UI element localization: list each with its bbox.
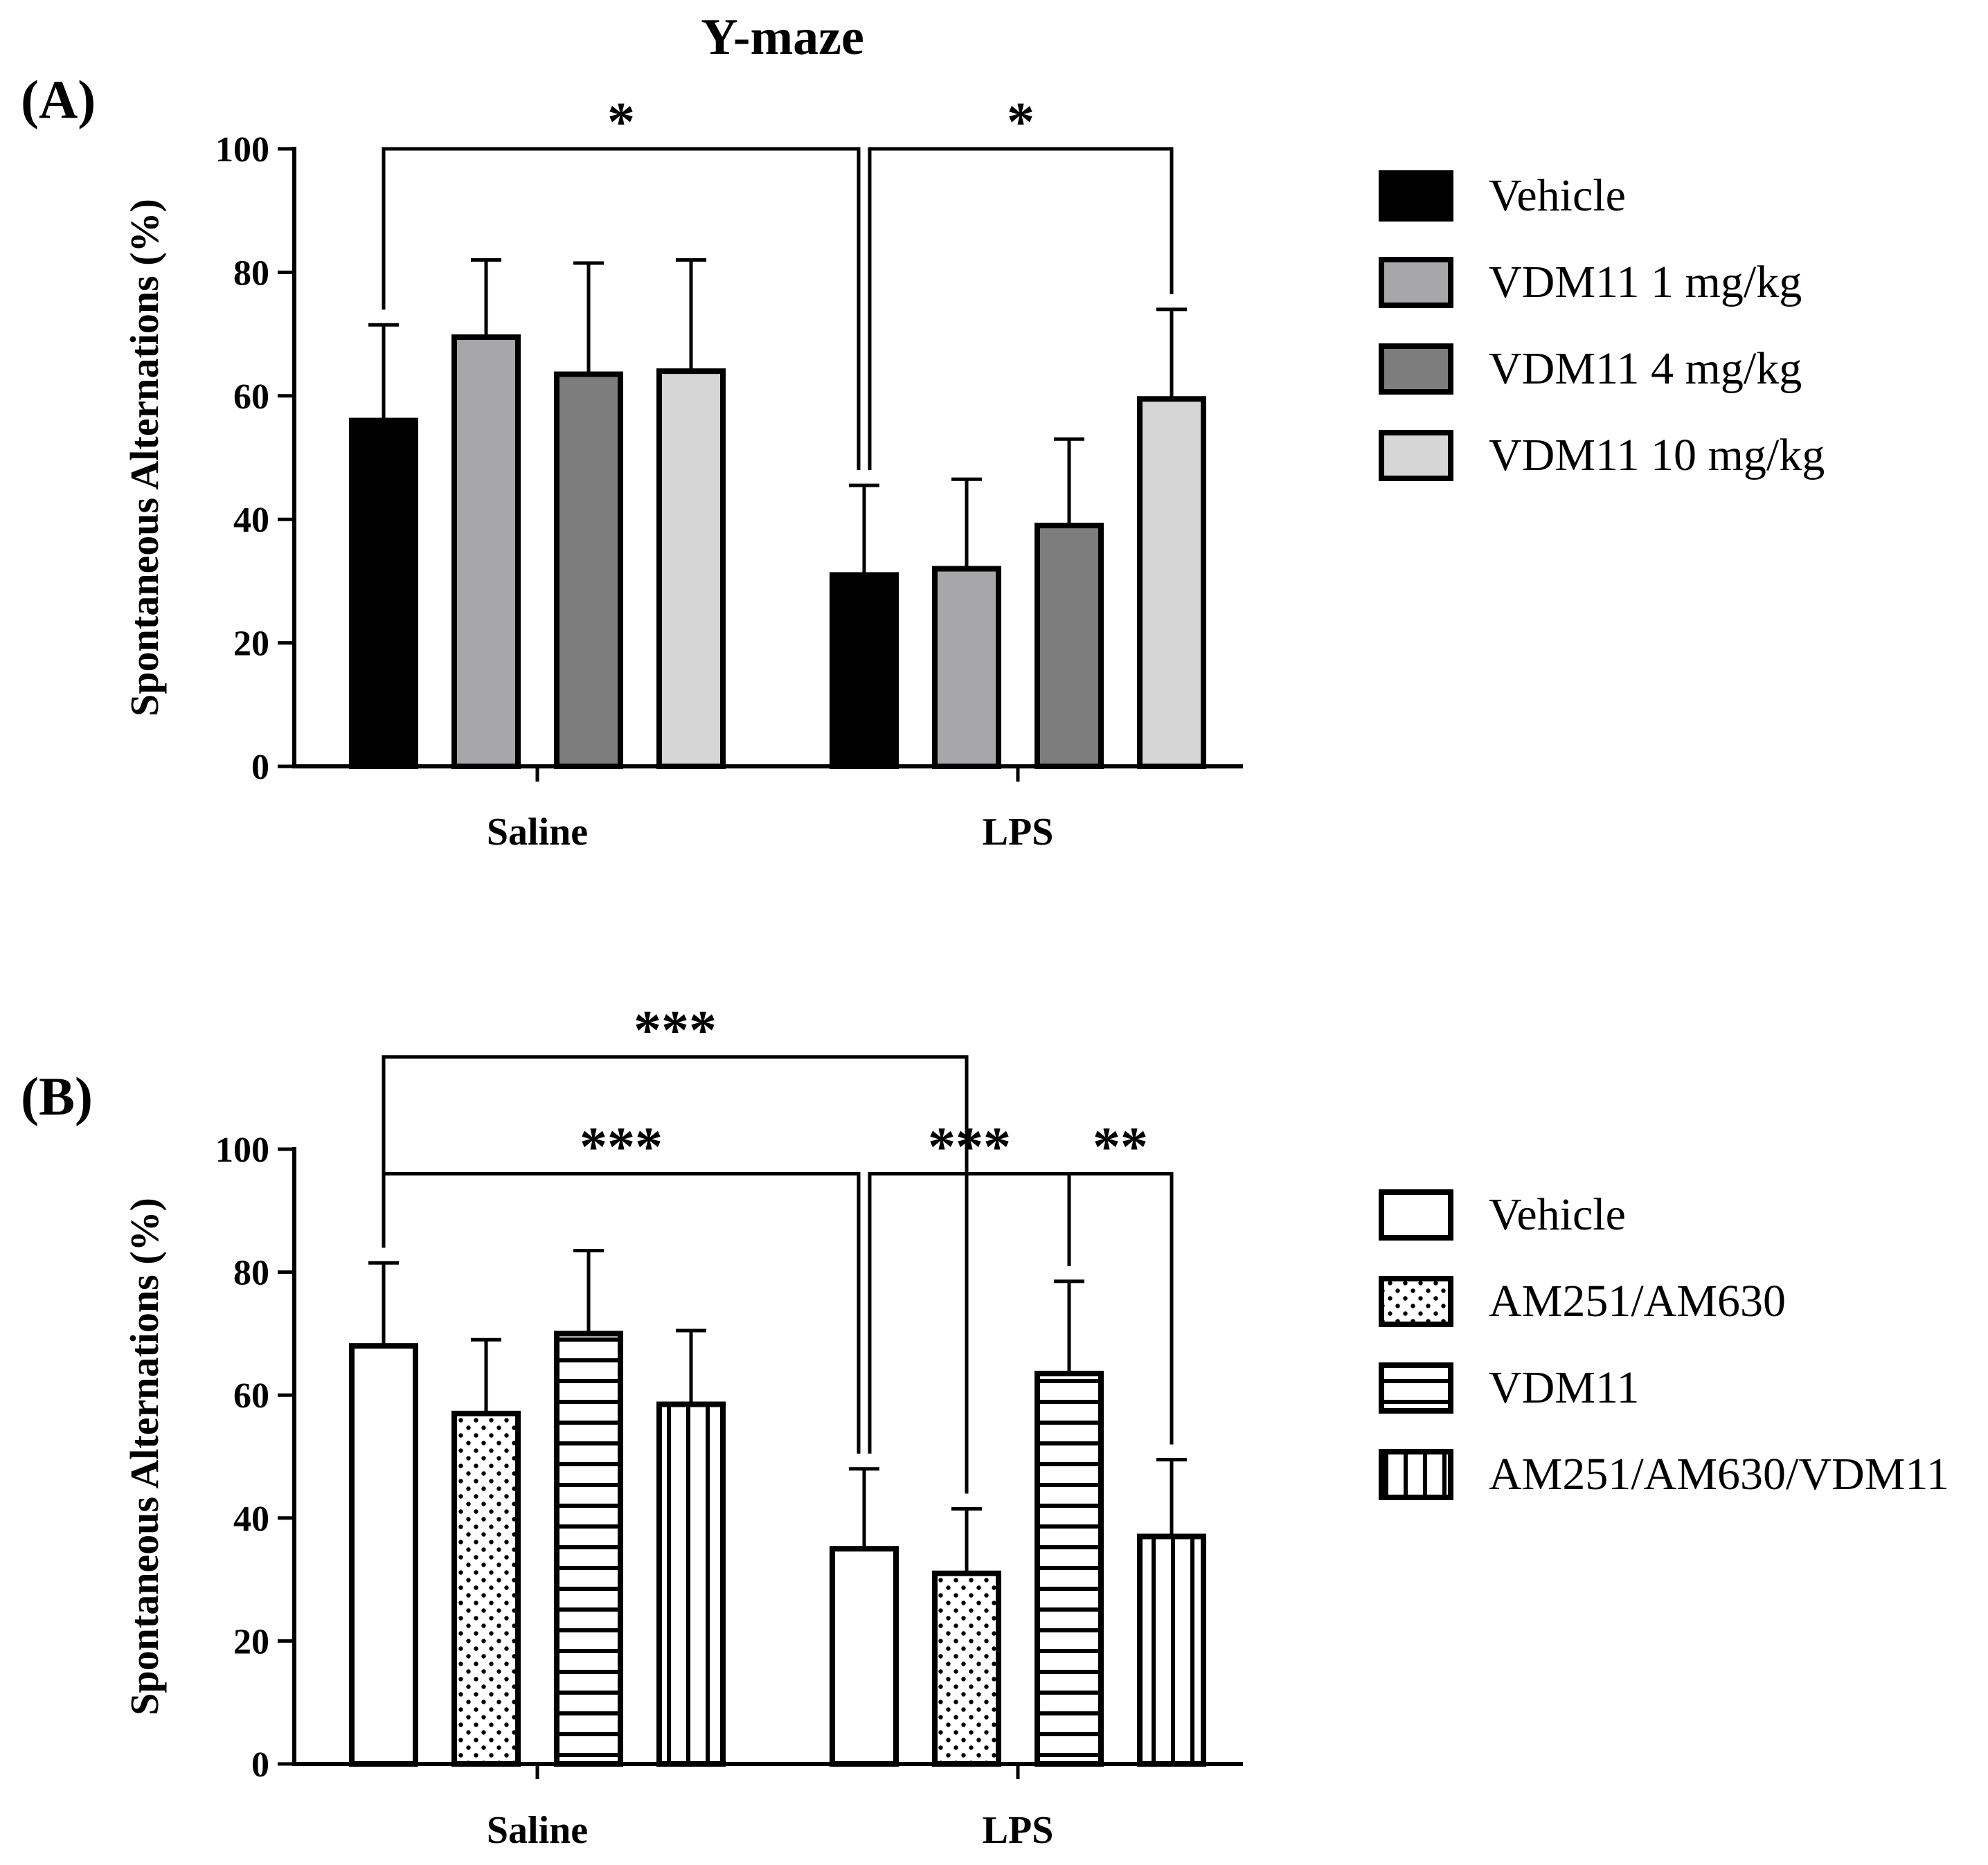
- legend-label: Vehicle: [1489, 1189, 1626, 1240]
- y-tick-label: 100: [215, 130, 269, 170]
- bar: [554, 1331, 623, 1767]
- bar: [830, 572, 899, 769]
- x-category-label: LPS: [983, 811, 1054, 854]
- bar: [830, 1546, 899, 1767]
- panel-b: (B) Spontaneous Alternations (%) 0 20 40 60 80…: [21, 1000, 1949, 1852]
- legend-swatch: [1379, 1189, 1453, 1241]
- bar: [656, 368, 726, 769]
- y-tick-label: 60: [233, 1376, 269, 1416]
- x-category-label: Saline: [487, 1809, 588, 1852]
- bar: [1035, 523, 1104, 769]
- legend-label: VDM11 10 mg/kg: [1489, 430, 1825, 480]
- significance-bracket: [382, 1055, 969, 1494]
- panel-label: (B): [21, 1066, 93, 1126]
- bar: [932, 566, 1001, 769]
- y-tick-label: 40: [233, 1499, 269, 1539]
- bar: [1035, 1371, 1104, 1767]
- bar: [656, 1401, 726, 1767]
- significance-bracket: [1067, 1172, 1174, 1445]
- legend-swatch: [1379, 1362, 1453, 1414]
- panel-a: (A) Spontaneous Alternations (%) 0 20 40 60 80…: [21, 69, 1825, 854]
- bar: [554, 371, 623, 769]
- y-axis-label: Spontaneous Alternations (%): [122, 199, 167, 717]
- x-category-label: Saline: [487, 811, 588, 854]
- significance-label: **: [1093, 1117, 1148, 1178]
- significance-label: ***: [580, 1117, 663, 1178]
- legend-label: VDM11 4 mg/kg: [1489, 343, 1802, 394]
- legend-swatch: [1379, 1449, 1453, 1500]
- bar: [349, 1343, 418, 1767]
- legend-swatch: [1379, 343, 1453, 395]
- y-tick-label: 80: [233, 1254, 269, 1293]
- bar: [451, 1410, 521, 1767]
- y-tick-label: 40: [233, 501, 269, 540]
- y-tick-label: 0: [251, 748, 269, 787]
- figure-title: Y-maze: [701, 9, 864, 66]
- bar: [349, 417, 418, 769]
- significance-bracket: [382, 147, 861, 471]
- legend-label: AM251/AM630/VDM11: [1489, 1449, 1949, 1499]
- y-tick-label: 100: [215, 1130, 269, 1170]
- legend-swatch: [1379, 430, 1453, 481]
- bar: [1137, 396, 1206, 769]
- legend-label: VDM11: [1489, 1362, 1640, 1413]
- significance-bracket: [868, 147, 1174, 471]
- x-category-label: LPS: [983, 1809, 1054, 1852]
- legend-label: AM251/AM630: [1489, 1276, 1786, 1326]
- y-tick-label: 20: [233, 1622, 269, 1661]
- bar: [932, 1570, 1001, 1767]
- panel-label: (A): [21, 69, 96, 129]
- bar: [451, 334, 521, 769]
- y-tick-label: 20: [233, 624, 269, 664]
- significance-label: ***: [928, 1117, 1011, 1178]
- legend-label: VDM11 1 mg/kg: [1489, 257, 1802, 307]
- y-tick-label: 0: [251, 1745, 269, 1785]
- significance-bracket: [382, 1172, 861, 1454]
- y-tick-label: 80: [233, 253, 269, 293]
- legend-swatch: [1379, 257, 1453, 308]
- significance-label: *: [607, 92, 635, 153]
- y-axis-label: Spontaneous Alternations (%): [122, 1198, 167, 1715]
- legend-swatch: [1379, 1276, 1453, 1327]
- bar: [1137, 1533, 1206, 1767]
- y-tick-label: 60: [233, 377, 269, 417]
- legend-label: Vehicle: [1489, 170, 1626, 221]
- significance-label: ***: [634, 1000, 717, 1061]
- legend-swatch: [1379, 170, 1453, 222]
- significance-label: *: [1007, 92, 1035, 153]
